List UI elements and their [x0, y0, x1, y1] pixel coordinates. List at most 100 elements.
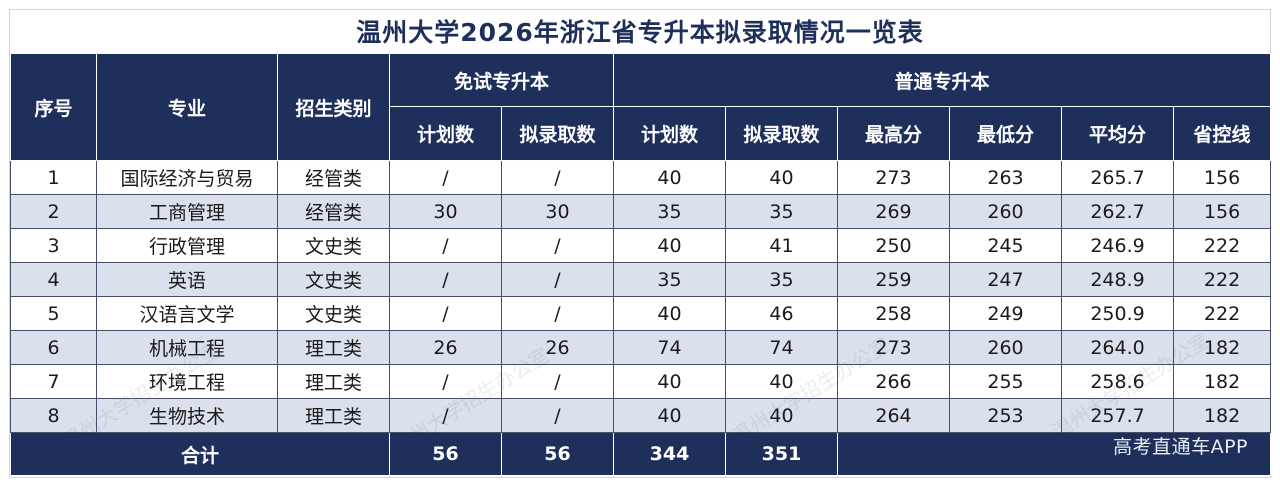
- total-plan: 344: [613, 432, 727, 476]
- header-exempt-plan: 计划数: [389, 106, 502, 161]
- cell-category: 文史类: [277, 262, 390, 297]
- cell-index: 8: [10, 398, 97, 433]
- cell-exempt-admit: 26: [500, 330, 615, 365]
- cell-major: 生物技术: [96, 398, 278, 433]
- cell-max-score: 273: [837, 330, 951, 365]
- cell-admit: 40: [725, 364, 839, 399]
- cell-category: 文史类: [277, 296, 390, 331]
- header-exempt-admit: 拟录取数: [500, 106, 615, 161]
- cell-avg-score: 264.0: [1061, 330, 1175, 365]
- cell-exempt-admit: /: [500, 296, 615, 331]
- cell-category: 文史类: [277, 228, 390, 263]
- cell-control-line: 222: [1173, 228, 1272, 263]
- table-row: 8 生物技术 理工类 //40 40 264 253 257.7 182: [10, 398, 1272, 433]
- header-admit: 拟录取数: [725, 106, 839, 161]
- table-row: 1 国际经济与贸易 经管类 //40 40 273 263 265.7 156: [10, 160, 1272, 195]
- cell-exempt-admit: /: [500, 160, 615, 195]
- cell-exempt-admit: /: [500, 262, 615, 297]
- cell-major: 汉语言文学: [96, 296, 278, 331]
- cell-exempt-admit: /: [500, 228, 615, 263]
- cell-major: 国际经济与贸易: [96, 160, 278, 195]
- cell-avg-score: 250.9: [1061, 296, 1175, 331]
- cell-index: 5: [10, 296, 97, 331]
- cell-control-line: 222: [1173, 262, 1272, 297]
- cell-min-score: 245: [949, 228, 1063, 263]
- cell-admit: 40: [725, 398, 839, 433]
- cell-min-score: 247: [949, 262, 1063, 297]
- cell-admit: 74: [725, 330, 839, 365]
- cell-admit: 40: [725, 160, 839, 195]
- header-max-score: 最高分: [837, 106, 951, 161]
- total-admit: 351: [725, 432, 839, 476]
- cell-category: 理工类: [277, 364, 390, 399]
- cell-control-line: 156: [1173, 160, 1272, 195]
- cell-max-score: 259: [837, 262, 951, 297]
- admission-table: 序号 专业 招生类别 免试专升本 普通专升本 计划数 拟录取数 计划数 拟录取数…: [10, 53, 1272, 476]
- cell-min-score: 260: [949, 330, 1063, 365]
- header-avg-score: 平均分: [1061, 106, 1175, 161]
- cell-avg-score: 265.7: [1061, 160, 1175, 195]
- cell-index: 7: [10, 364, 97, 399]
- cell-category: 经管类: [277, 194, 390, 229]
- cell-major: 工商管理: [96, 194, 278, 229]
- header-exempt-group: 免试专升本: [388, 53, 615, 107]
- cell-control-line: 182: [1173, 364, 1272, 399]
- cell-major: 行政管理: [96, 228, 278, 263]
- cell-max-score: 250: [837, 228, 951, 263]
- cell-index: 3: [10, 228, 97, 263]
- page-title: 温州大学2026年浙江省专升本拟录取情况一览表: [356, 18, 924, 47]
- header-control-line: 省控线: [1173, 106, 1272, 161]
- cell-plan: 40: [613, 364, 727, 399]
- cell-admit: 35: [725, 194, 839, 229]
- cell-exempt-plan: /: [389, 296, 502, 331]
- cell-exempt-admit: 30: [500, 194, 615, 229]
- cell-control-line: 182: [1173, 398, 1272, 433]
- cell-index: 4: [10, 262, 97, 297]
- cell-plan: 35: [613, 194, 727, 229]
- header-category: 招生类别: [277, 53, 390, 161]
- table-row: 5 汉语言文学 文史类 //40 46 258 249 250.9 222: [10, 296, 1272, 331]
- cell-control-line: 182: [1173, 330, 1272, 365]
- cell-index: 1: [10, 160, 97, 195]
- table-row: 7 环境工程 理工类 //40 40 266 255 258.6 182: [10, 364, 1272, 399]
- cell-exempt-plan: 26: [389, 330, 502, 365]
- cell-min-score: 263: [949, 160, 1063, 195]
- cell-plan: 35: [613, 262, 727, 297]
- table-row: 3 行政管理 文史类 //40 41 250 245 246.9 222: [10, 228, 1272, 263]
- cell-major: 环境工程: [96, 364, 278, 399]
- cell-index: 6: [10, 330, 97, 365]
- header-min-score: 最低分: [949, 106, 1063, 161]
- cell-control-line: 156: [1173, 194, 1272, 229]
- cell-avg-score: 246.9: [1061, 228, 1175, 263]
- cell-exempt-plan: /: [389, 398, 502, 433]
- cell-min-score: 260: [949, 194, 1063, 229]
- cell-exempt-plan: /: [389, 228, 502, 263]
- table-row: 6 机械工程 理工类 26 26 74 74 273 260 264.0 182: [10, 330, 1272, 365]
- cell-min-score: 255: [949, 364, 1063, 399]
- cell-major: 英语: [96, 262, 278, 297]
- cell-exempt-plan: 30: [389, 194, 502, 229]
- cell-plan: 40: [613, 398, 727, 433]
- header-index: 序号: [10, 53, 97, 161]
- cell-max-score: 273: [837, 160, 951, 195]
- header-regular-group: 普通专升本: [613, 53, 1272, 107]
- cell-major: 机械工程: [96, 330, 278, 365]
- cell-avg-score: 257.7: [1061, 398, 1175, 433]
- cell-admit: 46: [725, 296, 839, 331]
- cell-exempt-plan: /: [389, 160, 502, 195]
- cell-category: 经管类: [277, 160, 390, 195]
- cell-min-score: 249: [949, 296, 1063, 331]
- cell-max-score: 264: [837, 398, 951, 433]
- cell-plan: 74: [613, 330, 727, 365]
- cell-plan: 40: [613, 228, 727, 263]
- cell-avg-score: 248.9: [1061, 262, 1175, 297]
- cell-category: 理工类: [277, 330, 390, 365]
- cell-exempt-admit: /: [500, 364, 615, 399]
- cell-index: 2: [10, 194, 97, 229]
- app-watermark: 高考直通车APP: [1113, 436, 1248, 458]
- total-blank: [837, 432, 1272, 476]
- cell-plan: 40: [613, 296, 727, 331]
- cell-max-score: 258: [837, 296, 951, 331]
- cell-max-score: 269: [837, 194, 951, 229]
- total-exempt-admit: 56: [500, 432, 615, 476]
